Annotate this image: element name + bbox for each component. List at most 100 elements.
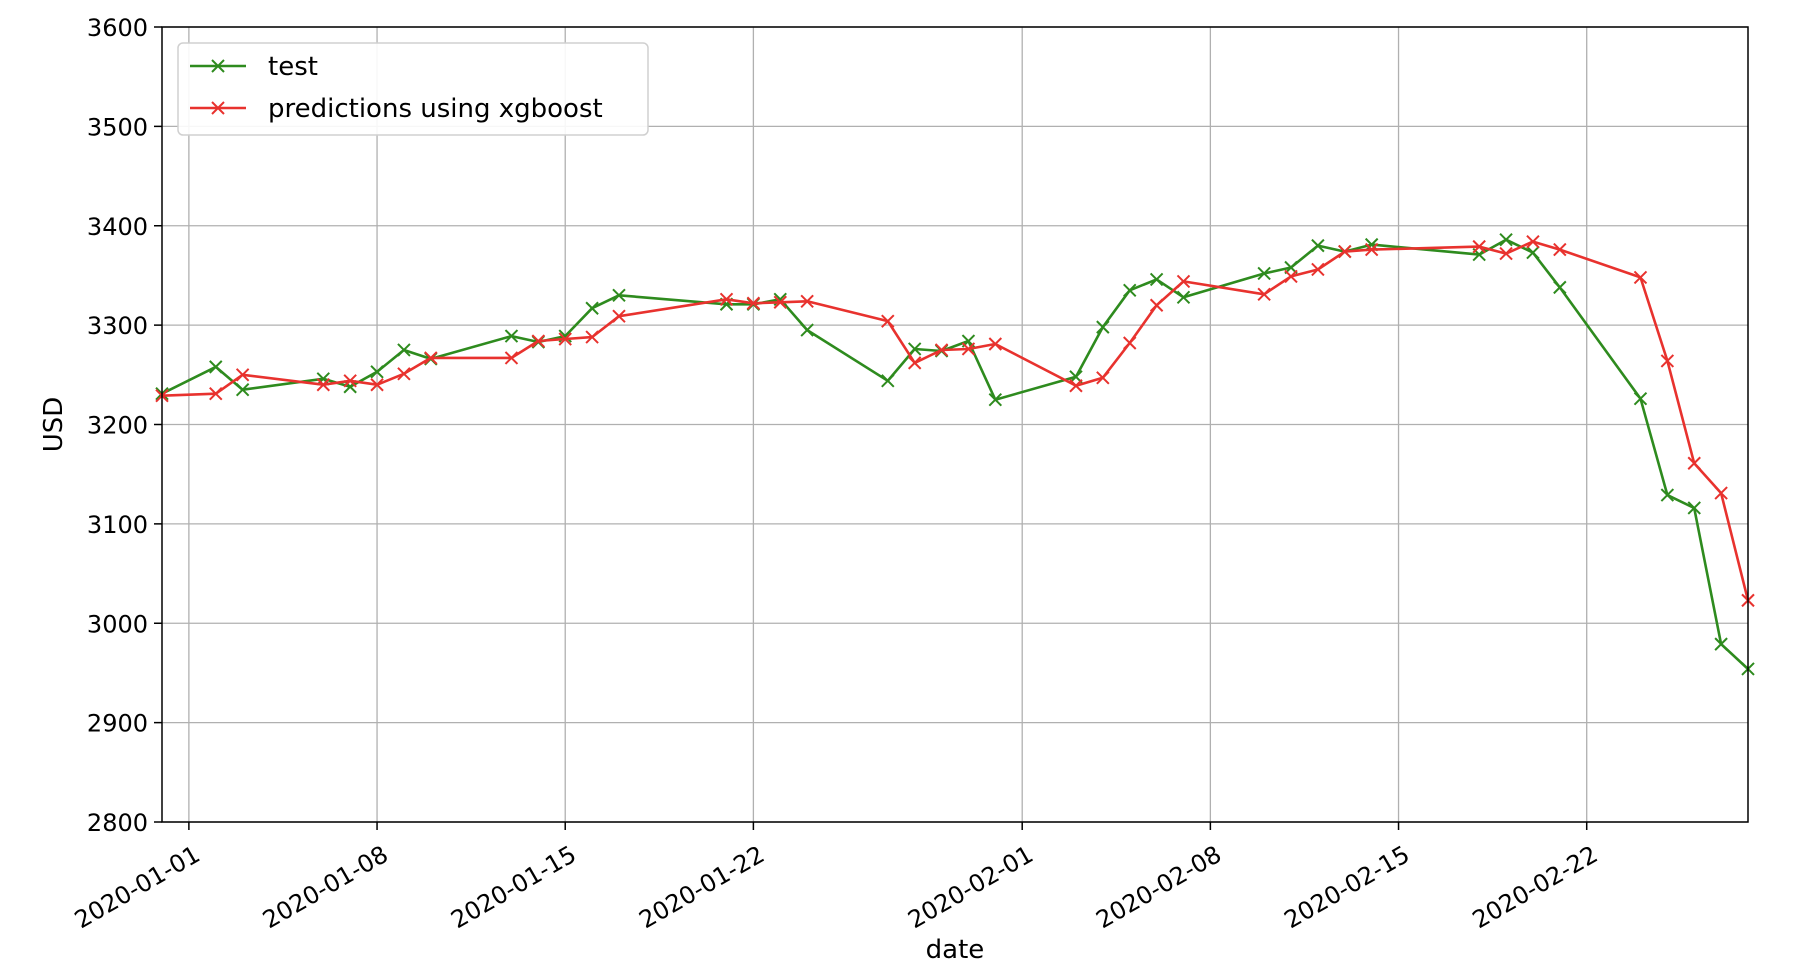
data-point-marker bbox=[719, 292, 734, 306]
x-tick-label: 2020-01-01 bbox=[70, 840, 205, 934]
data-point-marker bbox=[1096, 371, 1110, 385]
legend: test predictions using xgboost bbox=[177, 42, 649, 136]
x-tick-label: 2020-01-22 bbox=[634, 840, 769, 934]
x-axis: 2020-01-01 2020-01-08 2020-01-15 2020-01-22… bbox=[70, 822, 1603, 934]
data-point-marker bbox=[1149, 272, 1164, 287]
data-point-marker bbox=[209, 360, 223, 374]
data-point-marker bbox=[1526, 234, 1540, 249]
data-point-marker bbox=[1687, 501, 1701, 515]
data-point-marker bbox=[1311, 262, 1325, 277]
data-point-marker bbox=[1176, 274, 1191, 289]
x-tick-label: 2020-01-08 bbox=[258, 840, 393, 934]
data-point-marker bbox=[1687, 456, 1701, 470]
data-point-marker bbox=[316, 372, 330, 386]
data-point-marker bbox=[343, 374, 357, 388]
data-point-marker bbox=[504, 329, 519, 343]
series-line bbox=[161, 240, 1750, 601]
data-point-marker bbox=[1714, 486, 1728, 500]
data-point-marker bbox=[1499, 232, 1513, 247]
y-axis: 2800 2900 3000 3100 3200 3300 3400 3500 3600 bbox=[87, 14, 162, 837]
data-point-marker bbox=[585, 330, 599, 344]
data-point-marker bbox=[1123, 336, 1137, 350]
data-point-marker bbox=[1714, 637, 1728, 651]
data-point-marker bbox=[1660, 488, 1675, 502]
y-tick-label: 3200 bbox=[87, 412, 148, 440]
data-point-marker bbox=[1660, 354, 1675, 368]
data-point-marker bbox=[1149, 298, 1164, 312]
series-1 bbox=[155, 232, 1755, 676]
data-point-marker bbox=[881, 314, 895, 328]
data-point-marker bbox=[1553, 242, 1567, 257]
data-point-marker bbox=[1472, 239, 1486, 254]
x-tick-label: 2020-01-15 bbox=[446, 840, 581, 934]
data-point-marker bbox=[343, 380, 357, 394]
series-2 bbox=[155, 234, 1755, 608]
x-tick-label: 2020-02-08 bbox=[1091, 840, 1226, 934]
y-tick-label: 3300 bbox=[87, 312, 148, 340]
data-point-marker bbox=[209, 386, 223, 401]
data-point-marker bbox=[424, 351, 438, 365]
series-layer bbox=[155, 232, 1755, 676]
legend-label: test bbox=[268, 52, 318, 82]
data-point-marker bbox=[235, 383, 250, 397]
x-axis-label: date bbox=[926, 935, 985, 965]
y-tick-label: 3500 bbox=[87, 113, 148, 141]
data-point-marker bbox=[585, 301, 599, 315]
data-point-marker bbox=[961, 342, 976, 356]
data-point-marker bbox=[235, 368, 250, 382]
data-point-marker bbox=[800, 323, 814, 337]
data-point-marker bbox=[1633, 391, 1648, 406]
data-point-marker bbox=[1096, 320, 1110, 334]
y-tick-label: 2800 bbox=[87, 809, 148, 837]
data-point-marker bbox=[370, 378, 384, 392]
y-tick-label: 3100 bbox=[87, 511, 148, 539]
data-point-marker bbox=[1284, 269, 1298, 284]
data-point-marker bbox=[1176, 290, 1191, 305]
data-point-marker bbox=[397, 343, 411, 357]
x-tick-label: 2020-02-01 bbox=[903, 840, 1038, 934]
data-point-marker bbox=[558, 332, 572, 346]
data-point-marker bbox=[370, 365, 384, 379]
y-axis-label: USD bbox=[39, 397, 69, 453]
data-point-marker bbox=[1257, 266, 1271, 281]
y-tick-label: 3400 bbox=[87, 213, 148, 241]
data-point-marker bbox=[773, 295, 787, 309]
data-point-marker bbox=[1257, 287, 1271, 302]
data-point-marker bbox=[612, 309, 626, 323]
legend-box bbox=[177, 42, 649, 136]
data-point-marker bbox=[1069, 379, 1083, 393]
data-point-marker bbox=[746, 296, 761, 310]
data-point-marker bbox=[1338, 244, 1352, 259]
data-point-marker bbox=[316, 378, 330, 392]
x-tick-label: 2020-02-22 bbox=[1468, 840, 1603, 934]
data-point-marker bbox=[397, 367, 411, 381]
data-point-marker bbox=[907, 342, 922, 356]
data-point-marker bbox=[612, 288, 626, 303]
data-point-marker bbox=[1633, 270, 1648, 285]
data-point-marker bbox=[907, 356, 922, 370]
data-point-marker bbox=[934, 343, 949, 357]
data-point-marker bbox=[800, 294, 814, 308]
legend-label: predictions using xgboost bbox=[268, 94, 603, 124]
data-point-marker bbox=[1123, 283, 1137, 298]
data-point-marker bbox=[881, 374, 895, 388]
data-point-marker bbox=[1499, 246, 1513, 261]
x-tick-label: 2020-02-15 bbox=[1280, 840, 1415, 934]
data-point-marker bbox=[504, 351, 519, 365]
data-point-marker bbox=[988, 392, 1003, 407]
y-tick-label: 3600 bbox=[87, 14, 148, 42]
grid-lines bbox=[162, 26, 1748, 823]
data-point-marker bbox=[1364, 242, 1379, 257]
data-point-marker bbox=[988, 337, 1003, 351]
data-point-marker bbox=[1526, 245, 1540, 260]
series-line bbox=[161, 238, 1749, 670]
data-point-marker bbox=[1311, 238, 1325, 253]
data-point-marker bbox=[1553, 280, 1567, 295]
y-tick-label: 2900 bbox=[87, 710, 148, 738]
legend-marker bbox=[211, 59, 225, 73]
data-point-marker bbox=[531, 334, 546, 348]
legend-marker bbox=[211, 101, 225, 115]
y-tick-label: 3000 bbox=[87, 610, 148, 638]
